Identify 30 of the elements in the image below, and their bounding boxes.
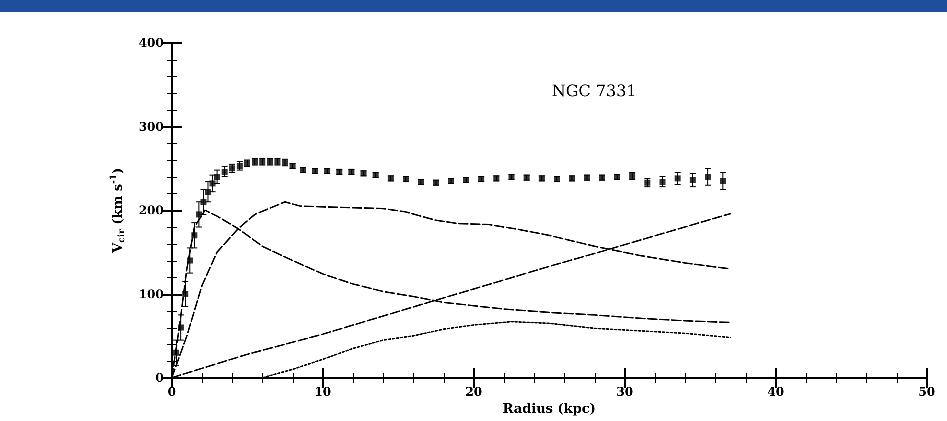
point: [705, 174, 712, 180]
point: [174, 350, 180, 356]
x-tick-label: 20: [466, 385, 482, 399]
point: [720, 178, 726, 184]
point: [178, 324, 184, 331]
text: NGC 7331: [552, 82, 637, 100]
point: [214, 174, 220, 180]
point: [182, 291, 189, 298]
point: [674, 176, 681, 182]
point: [644, 180, 651, 186]
point: [196, 212, 202, 218]
y-tick-label: 300: [138, 120, 164, 134]
point: [205, 189, 212, 196]
point: [210, 180, 216, 187]
y-tick-label: 200: [138, 204, 164, 218]
x-axis-title: Radius (kpc): [502, 402, 596, 417]
point: [660, 179, 666, 186]
point: [690, 177, 696, 184]
point: [222, 168, 228, 175]
x-tick-label: 50: [918, 385, 936, 399]
x-tick-label: 0: [168, 385, 176, 399]
y-tick-label: 400: [138, 36, 164, 50]
x-tick-label: 30: [616, 385, 634, 399]
point: [192, 232, 198, 239]
point: [187, 258, 194, 264]
x-tick-label: 40: [768, 385, 784, 399]
point: [200, 199, 207, 206]
y-tick-label: 100: [138, 287, 164, 302]
y-axis-title: Vcir (km s-1): [110, 168, 128, 254]
x-tick-label: 10: [314, 385, 332, 399]
